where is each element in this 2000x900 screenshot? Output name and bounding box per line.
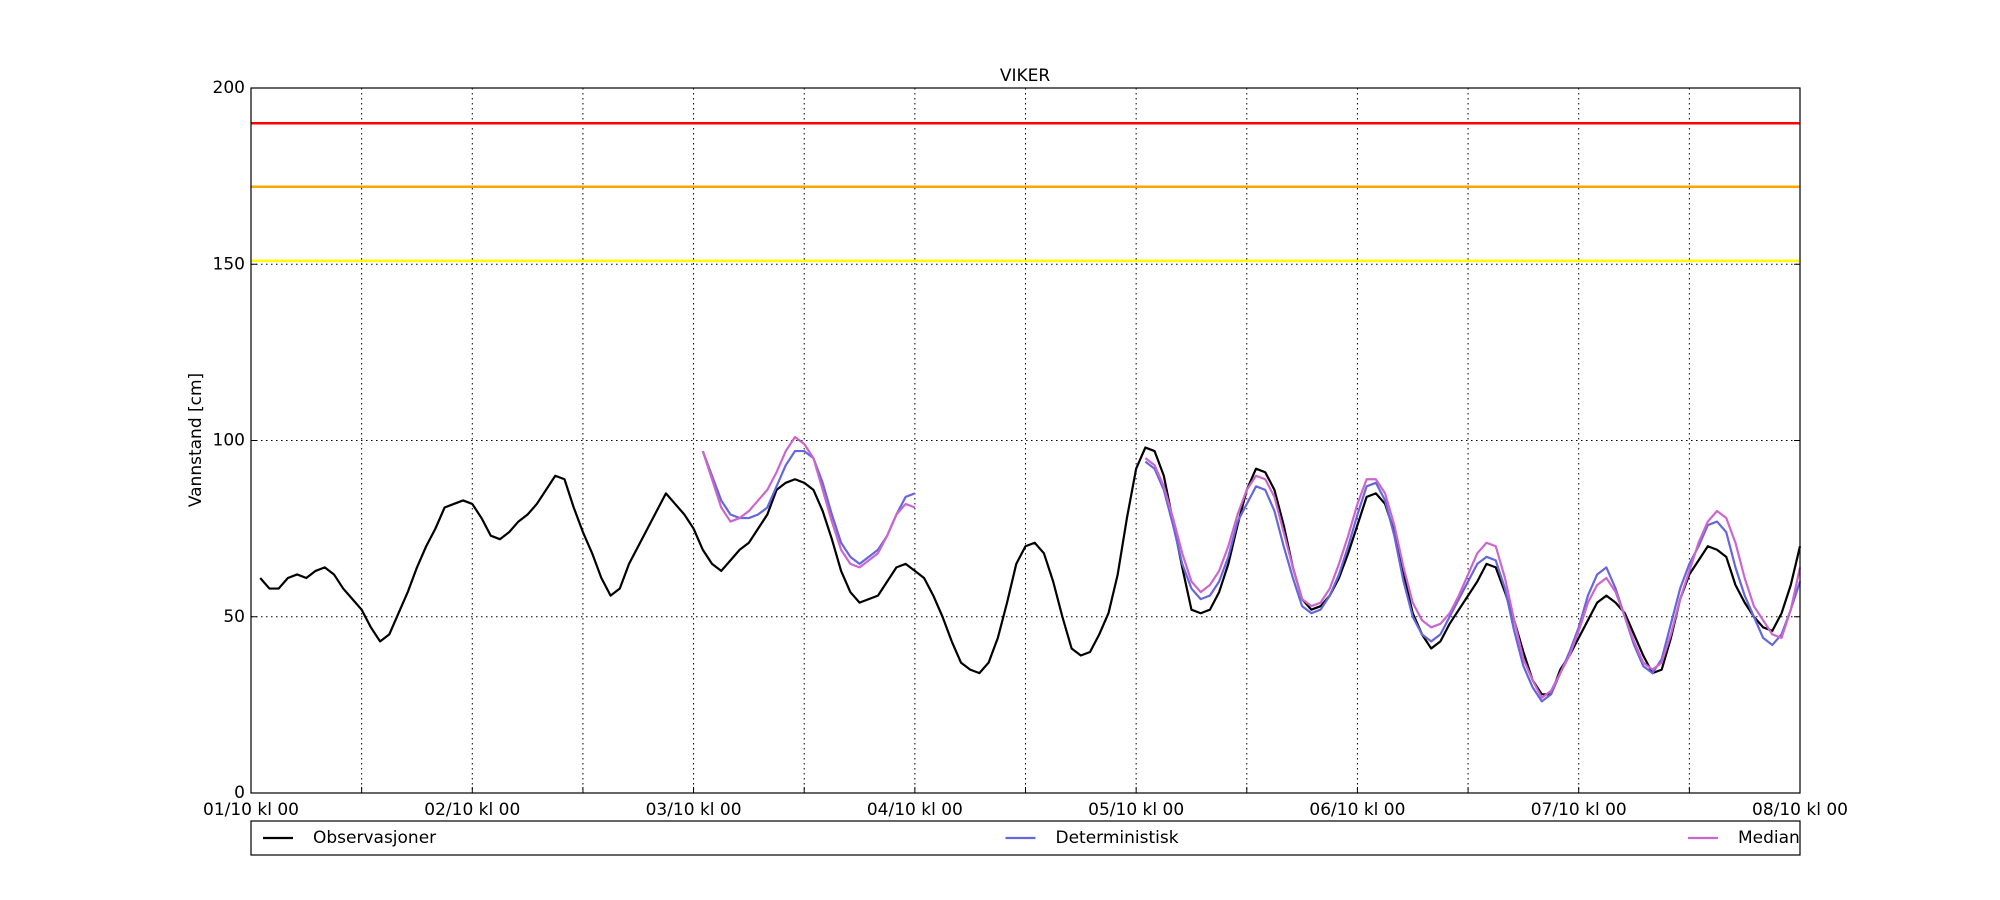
x-tick-label: 02/10 kl 00 <box>424 800 520 820</box>
y-axis-label: Vannstand [cm] <box>186 373 206 507</box>
x-tick-label: 01/10 kl 00 <box>203 800 299 820</box>
x-tick-label: 05/10 kl 00 <box>1088 800 1184 820</box>
x-tick-label: 03/10 kl 00 <box>646 800 742 820</box>
plot-frame <box>250 87 1801 794</box>
y-tick-label: 200 <box>213 78 245 98</box>
y-tick-label: 100 <box>213 431 245 451</box>
x-tick-label: 04/10 kl 00 <box>867 800 963 820</box>
legend-label: Deterministisk <box>1056 828 1179 848</box>
series-line <box>1144 460 1802 703</box>
legend-label: Median <box>1738 828 1800 848</box>
series-line <box>1144 457 1802 699</box>
series-line <box>701 449 916 565</box>
x-tick-label: 07/10 kl 00 <box>1531 800 1627 820</box>
chart-title: VIKER <box>1000 66 1051 86</box>
series-line <box>259 446 1802 696</box>
y-tick-label: 0 <box>234 783 245 803</box>
x-tick-label: 06/10 kl 00 <box>1309 800 1405 820</box>
legend-label: Observasjoner <box>313 828 436 848</box>
y-tick-label: 150 <box>213 254 245 274</box>
y-tick-label: 50 <box>223 607 245 627</box>
x-tick-label: 08/10 kl 00 <box>1752 800 1848 820</box>
series-line <box>701 435 916 569</box>
